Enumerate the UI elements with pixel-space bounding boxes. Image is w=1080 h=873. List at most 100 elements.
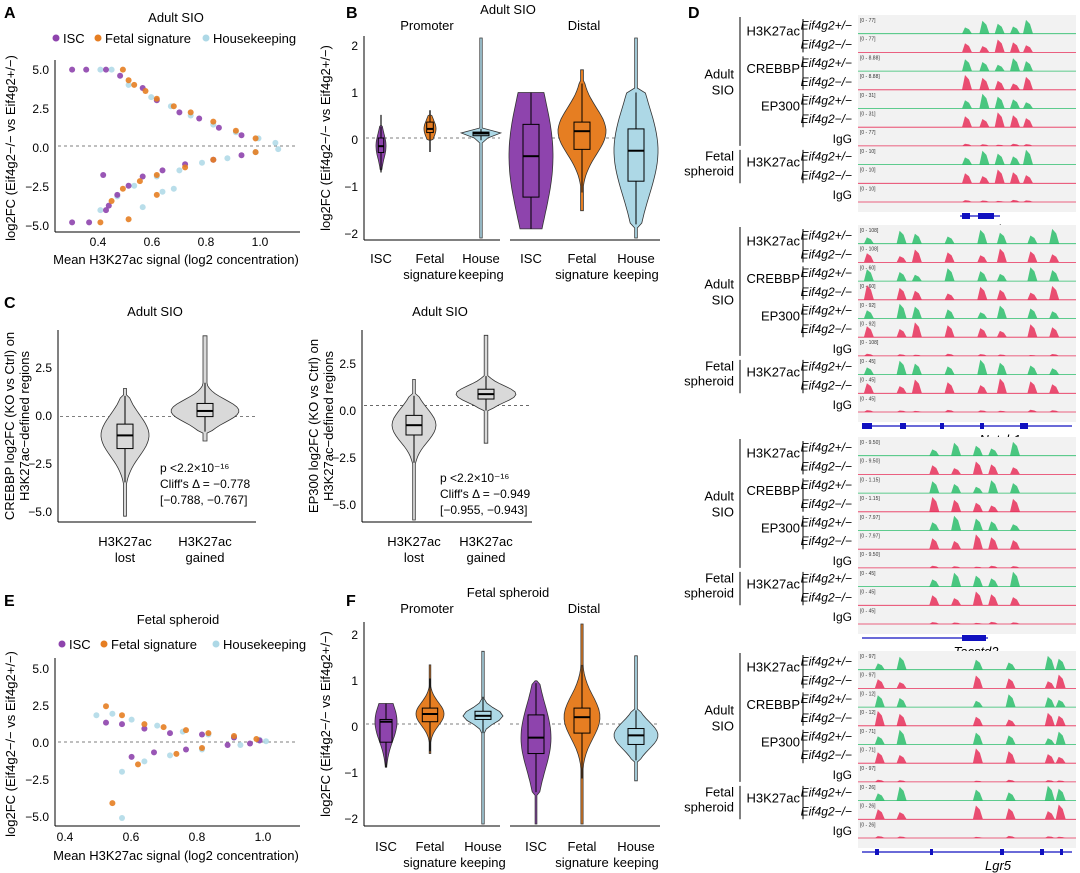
igg-label: IgG bbox=[833, 610, 852, 624]
exon bbox=[978, 213, 994, 219]
legend-housekeeping-dot bbox=[212, 640, 220, 648]
track-scale-label: [0 - 8.88] bbox=[860, 74, 880, 80]
legend-isc-label: ISC bbox=[63, 31, 85, 46]
y-tick-label: −5.0 bbox=[25, 810, 49, 824]
x-tick-label: Fetal bbox=[568, 839, 597, 854]
signal-track bbox=[858, 711, 1076, 726]
x-tick-label: 0.6 bbox=[123, 830, 140, 844]
igg-label: IgG bbox=[833, 554, 852, 568]
track-scale-label: [0 - 60] bbox=[860, 265, 876, 271]
data-point bbox=[136, 178, 143, 185]
panel-f-facet-distal: Distal bbox=[568, 601, 601, 616]
sample-label: Adult bbox=[704, 276, 734, 291]
track-scale-label: [0 - 108] bbox=[860, 247, 879, 253]
signal-track bbox=[858, 729, 1076, 745]
x-tick-label: signature bbox=[403, 855, 456, 870]
genotype-label: Eif4g2+/− bbox=[801, 786, 852, 800]
histone-mark-label: H3K27ac bbox=[747, 577, 801, 592]
track-scale-label: [0 - 97] bbox=[860, 654, 876, 660]
igg-label: IgG bbox=[833, 768, 852, 782]
data-point bbox=[183, 727, 189, 734]
data-point bbox=[97, 207, 104, 214]
data-point bbox=[109, 710, 116, 717]
y-tick-label: 0.0 bbox=[35, 409, 52, 423]
track-background bbox=[858, 651, 1076, 848]
x-tick-label: gained bbox=[185, 550, 224, 565]
category-box bbox=[573, 121, 591, 150]
x-tick-label: Fetal bbox=[416, 251, 445, 266]
panel-a-ylabel: log2FC (Eif4g2−/− vs Eif4g2+/−) bbox=[3, 55, 18, 241]
sample-label: SIO bbox=[712, 718, 734, 733]
panel-b-plot-area bbox=[366, 37, 660, 239]
data-point bbox=[125, 216, 132, 223]
x-tick-label: H3K27ac bbox=[387, 534, 441, 549]
signal-track bbox=[858, 303, 1076, 319]
data-point bbox=[210, 156, 217, 163]
data-point bbox=[224, 155, 231, 162]
data-point bbox=[187, 109, 194, 116]
y-tick-label: −5.0 bbox=[332, 498, 356, 512]
legend-housekeeping-label: Housekeeping bbox=[223, 637, 306, 652]
histone-mark-label: H3K27ac bbox=[747, 234, 801, 249]
panel-b-ylabel: log2FC (Eif4g2−/− vs Eif4g2+/−) bbox=[318, 45, 333, 231]
histone-mark-label: H3K27ac bbox=[747, 446, 801, 461]
genotype-label: Eif4g2+/− bbox=[801, 150, 852, 164]
x-tick-label: ISC bbox=[375, 839, 397, 854]
track-scale-label: [0 - 77] bbox=[860, 18, 876, 24]
exon bbox=[962, 213, 970, 219]
panel-e-yticks: 5.0 2.5 0.0 −2.5 −5.0 bbox=[25, 662, 49, 824]
genotype-label: Eif4g2+/− bbox=[801, 572, 852, 586]
exon bbox=[900, 423, 906, 429]
x-tick-label: keeping bbox=[458, 267, 504, 282]
data-point bbox=[238, 152, 245, 159]
data-point bbox=[153, 172, 160, 178]
track-scale-label: [0 - 10] bbox=[860, 168, 876, 174]
x-tick-label: Fetal bbox=[416, 839, 445, 854]
data-point bbox=[114, 191, 121, 198]
genotype-label: Eif4g2+/− bbox=[801, 360, 852, 374]
x-tick-label: H3K27ac bbox=[98, 534, 152, 549]
histone-mark-label: H3K27ac bbox=[747, 365, 801, 380]
data-point bbox=[272, 139, 279, 146]
genotype-label: Eif4g2−/− bbox=[801, 37, 852, 51]
data-point bbox=[103, 703, 109, 710]
panel-e-plot-area bbox=[58, 703, 298, 821]
legend-fetal-label: Fetal signature bbox=[105, 31, 191, 46]
panel-c-left-pvalue: p <2.2×10⁻¹⁶ bbox=[160, 461, 229, 475]
panel-c: Adult SIO 2.5 0.0 −2.5 −5.0 p <2.2×10⁻¹⁶… bbox=[2, 304, 532, 565]
sample-label: spheroid bbox=[684, 800, 734, 815]
exon bbox=[1040, 849, 1044, 855]
x-tick-label: 0.4 bbox=[90, 235, 107, 249]
panel-c-right-ylabel-1: EP300 log2FC (KO vs Ctrl) on bbox=[306, 339, 321, 513]
sample-label: Fetal bbox=[705, 571, 734, 586]
data-point bbox=[182, 164, 189, 171]
data-point bbox=[119, 712, 125, 719]
data-point bbox=[275, 146, 282, 153]
panel-c-left-cliffs: Cliff's Δ = −0.778 bbox=[160, 477, 250, 491]
exon bbox=[980, 423, 984, 429]
exon bbox=[875, 849, 879, 855]
histone-mark-label: H3K27ac bbox=[747, 24, 801, 39]
panel-a: Adult SIO ISC Fetal signature Housekeepi… bbox=[3, 10, 300, 267]
signal-track bbox=[858, 169, 1076, 184]
track-scale-label: [0 - 8.88] bbox=[860, 55, 880, 61]
genotype-label: Eif4g2−/− bbox=[801, 711, 852, 725]
track-scale-label: [0 - 60] bbox=[860, 284, 876, 290]
legend-fetal-label: Fetal signature bbox=[111, 637, 197, 652]
data-point bbox=[131, 81, 138, 88]
y-tick-label: 5.0 bbox=[32, 662, 49, 676]
sample-label: Fetal bbox=[705, 149, 734, 164]
signal-track bbox=[858, 143, 1076, 146]
panel-a-plot-area bbox=[58, 66, 298, 226]
x-tick-label: H3K27ac bbox=[178, 534, 232, 549]
panel-f-facet-promoter: Promoter bbox=[400, 601, 454, 616]
panel-c-left-ylabel-1: CREBBP log2FC (KO vs Ctrl) on bbox=[2, 332, 17, 520]
track-scale-label: [0 - 9.50] bbox=[860, 440, 880, 446]
data-point bbox=[170, 103, 177, 110]
panel-b-xticks: ISC Fetal signature House keeping ISC Fe… bbox=[370, 251, 659, 282]
y-tick-label: −2.5 bbox=[28, 457, 52, 471]
data-point bbox=[151, 749, 157, 756]
y-tick-label: 2.5 bbox=[32, 102, 49, 116]
x-tick-label: 1.0 bbox=[252, 235, 269, 249]
histone-mark-label: EP300 bbox=[761, 735, 800, 750]
